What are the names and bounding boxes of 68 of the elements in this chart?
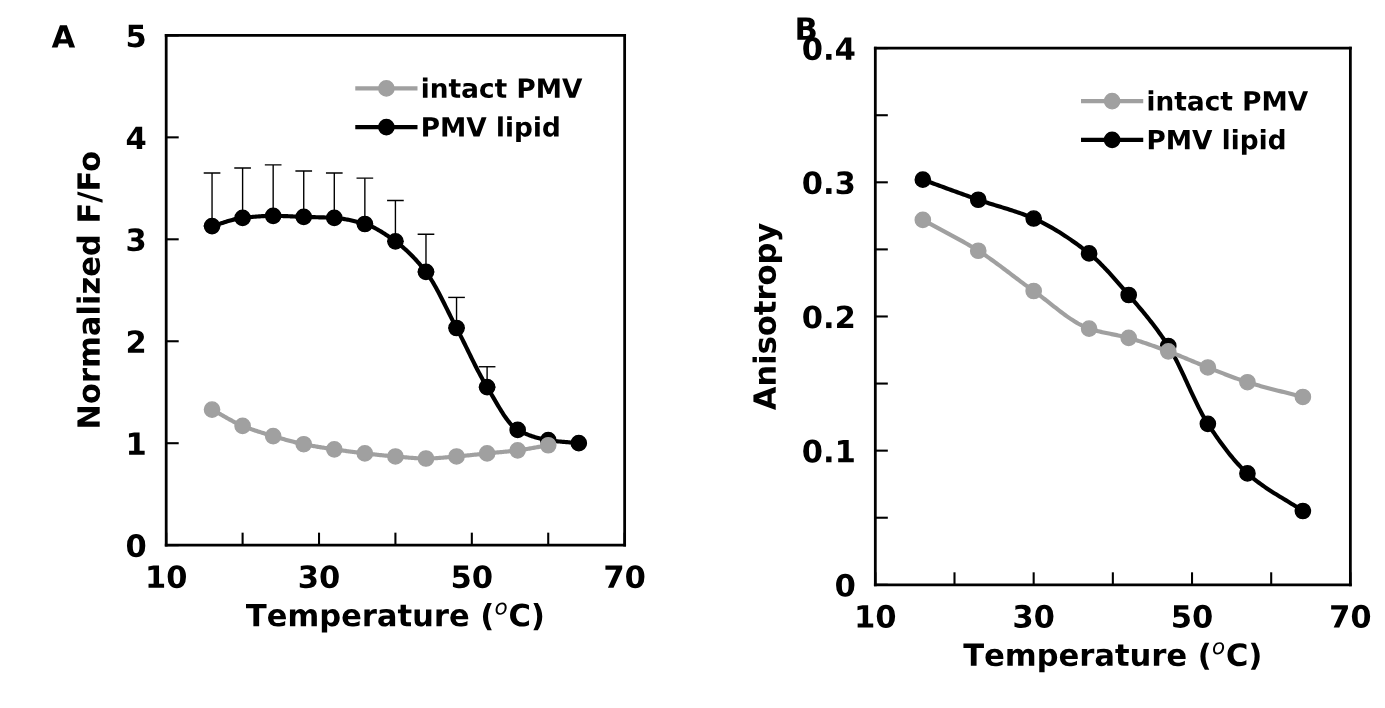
y-tick-label: 2 [127, 330, 145, 353]
point [356, 215, 374, 233]
x-tick-label: 30 [299, 565, 339, 589]
point [1239, 373, 1256, 391]
y-tick-label: 0 [836, 573, 855, 597]
point [264, 427, 282, 445]
legend-label: intact PMV [1148, 90, 1309, 111]
x-axis-title: Temperature ($^{o}$C) [963, 642, 1260, 673]
x-tick-label: 50 [452, 565, 492, 589]
y-tick-label: 0 [126, 534, 146, 558]
point [387, 448, 404, 465]
y-tick-label: 0.1 [803, 439, 854, 463]
point [417, 450, 435, 467]
point [356, 445, 374, 462]
point [570, 434, 588, 452]
y-axis-title: Anisotropy [752, 223, 783, 411]
legend-label: intact PMV [422, 77, 583, 99]
point [325, 440, 343, 458]
x-tick-label: 70 [605, 565, 645, 589]
point [1199, 415, 1217, 433]
point [295, 208, 313, 226]
point [969, 242, 987, 260]
x-tick-label: 70 [1331, 604, 1371, 628]
point [387, 233, 404, 250]
point [295, 435, 313, 453]
point [203, 217, 221, 235]
point [509, 421, 527, 439]
x-axis-title: Temperature ($^{o}$C) [246, 602, 543, 633]
point [417, 263, 435, 281]
point [1080, 245, 1098, 262]
point [1025, 210, 1043, 227]
x-tick-label: 10 [857, 604, 896, 628]
y-tick-label: 0.2 [803, 305, 854, 329]
point [1294, 388, 1312, 406]
legend-label: PMV lipid [423, 116, 559, 142]
point [1080, 320, 1098, 337]
point [914, 171, 932, 188]
point [478, 378, 496, 396]
point [478, 445, 496, 462]
point [234, 417, 251, 435]
y-tick-label: 3 [127, 228, 145, 252]
point [264, 207, 282, 225]
x-tick-label: 30 [1014, 604, 1054, 628]
point [969, 191, 987, 209]
legend-label: PMV lipid [1148, 129, 1285, 155]
point [448, 319, 465, 337]
point [1199, 359, 1217, 376]
point [914, 211, 932, 229]
x-tick-label: 10 [148, 565, 186, 589]
point [539, 436, 557, 454]
y-tick-label: 4 [126, 126, 146, 149]
chart-title: A [51, 25, 76, 48]
y-tick-label: 1 [128, 432, 145, 455]
point [509, 442, 527, 459]
point [1120, 329, 1138, 347]
point [1239, 465, 1256, 482]
y-tick-label: 0.3 [803, 171, 854, 195]
point [234, 209, 251, 227]
point [448, 448, 465, 465]
point [1120, 286, 1138, 304]
y-axis-title: Normalized F/Fo [76, 152, 103, 427]
point [1025, 282, 1043, 300]
point [1294, 502, 1312, 520]
point [1159, 343, 1177, 360]
x-tick-label: 50 [1173, 604, 1212, 628]
y-tick-label: 5 [127, 24, 145, 48]
point [325, 209, 343, 227]
point [203, 401, 221, 418]
